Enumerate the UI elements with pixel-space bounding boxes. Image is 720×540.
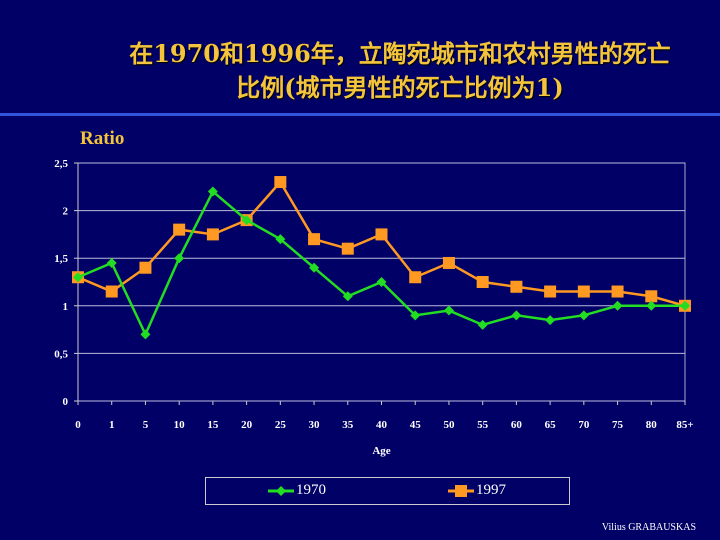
legend-label-1970: 1970 xyxy=(296,482,326,498)
data-point-1970 xyxy=(73,272,83,283)
data-point-1997 xyxy=(510,280,523,293)
data-point-1970 xyxy=(342,291,353,302)
y-tick-label: 2 xyxy=(63,206,69,218)
y-axis-label: Ratio xyxy=(80,128,125,149)
x-tick-label: 80 xyxy=(646,419,658,431)
data-point-1970 xyxy=(443,305,454,316)
data-point-1997 xyxy=(173,223,186,236)
y-tick-label: 0,5 xyxy=(54,348,68,360)
data-point-1997 xyxy=(139,261,152,274)
data-point-1970 xyxy=(646,300,657,311)
data-point-1997 xyxy=(105,285,118,298)
x-tick-label: 5 xyxy=(143,419,149,431)
y-tick-label: 0 xyxy=(63,396,69,408)
data-point-1997 xyxy=(645,290,658,303)
x-tick-label: 55 xyxy=(477,419,489,431)
x-tick-label: 25 xyxy=(275,419,287,431)
data-point-1970 xyxy=(578,310,589,321)
data-point-1997 xyxy=(611,285,624,298)
x-tick-label: 60 xyxy=(511,419,523,431)
legend-marker-1997 xyxy=(448,485,474,497)
data-point-1970 xyxy=(174,253,185,264)
data-point-1970 xyxy=(106,257,117,268)
data-point-1970 xyxy=(140,329,151,340)
x-tick-label: 45 xyxy=(410,419,422,431)
y-tick-label: 1,5 xyxy=(54,253,68,265)
data-point-1997 xyxy=(206,228,219,241)
x-tick-label: 40 xyxy=(376,419,388,431)
x-tick-label: 30 xyxy=(309,419,321,431)
data-point-1997 xyxy=(308,233,321,246)
x-tick-label: 15 xyxy=(207,419,219,431)
x-tick-label: 65 xyxy=(545,419,557,431)
y-tick-label: 1 xyxy=(63,301,69,313)
data-point-1970 xyxy=(410,310,421,321)
data-point-1970 xyxy=(241,215,252,226)
data-point-1997 xyxy=(341,242,354,255)
data-point-1970 xyxy=(612,300,623,311)
title-divider xyxy=(0,113,720,116)
data-point-1970 xyxy=(309,262,320,273)
slide-title-line-1: 在1970和1996年，立陶宛城市和农村男性的死亡 xyxy=(129,39,671,68)
x-tick-label: 70 xyxy=(578,419,590,431)
data-point-1970 xyxy=(477,319,488,330)
series-line-1997 xyxy=(77,179,686,308)
legend-marker-1970 xyxy=(268,486,294,496)
legend: 1970 1997 xyxy=(205,477,570,505)
data-point-1970 xyxy=(511,310,522,321)
data-point-1970 xyxy=(680,300,690,311)
data-point-1970 xyxy=(275,234,286,245)
y-tick-label: 2,5 xyxy=(54,158,68,170)
data-point-1997 xyxy=(577,285,590,298)
slide-title-line-2: 比例(城市男性的死亡比例为1) xyxy=(236,73,564,102)
x-tick-label: 10 xyxy=(174,419,186,431)
x-tick-label: 0 xyxy=(75,419,81,431)
x-tick-label: 1 xyxy=(109,419,115,431)
data-point-1970 xyxy=(376,277,387,287)
legend-label-1997: 1997 xyxy=(476,482,506,498)
x-tick-label: 35 xyxy=(342,419,354,431)
data-point-1970 xyxy=(545,315,556,326)
x-tick-label: 85+ xyxy=(676,419,693,431)
data-point-1997 xyxy=(544,285,557,298)
data-point-1997 xyxy=(442,256,455,269)
series-line-1970 xyxy=(77,189,685,338)
data-point-1997 xyxy=(375,228,388,241)
x-tick-label: 20 xyxy=(241,419,253,431)
x-tick-label: 75 xyxy=(612,419,624,431)
data-point-1997 xyxy=(274,176,287,189)
x-tick-label: 50 xyxy=(443,419,455,431)
data-point-1997 xyxy=(476,276,489,288)
author-credit: Vilius GRABAUSKAS xyxy=(601,522,696,533)
data-point-1997 xyxy=(409,271,422,284)
data-point-1970 xyxy=(207,186,218,197)
x-axis-label: Age xyxy=(372,445,390,457)
